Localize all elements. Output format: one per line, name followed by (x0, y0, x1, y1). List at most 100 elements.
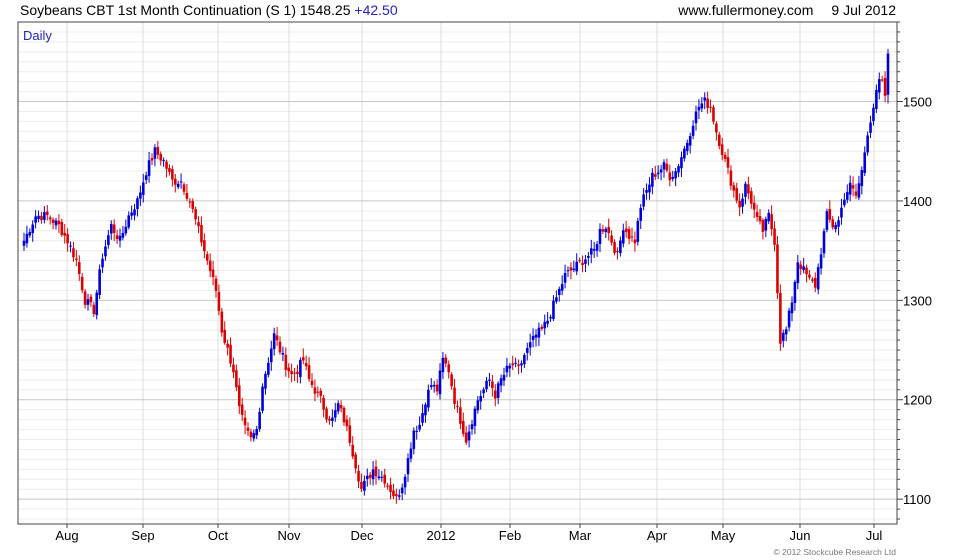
candle (453, 378, 456, 410)
candle (578, 257, 581, 263)
candle (165, 159, 168, 178)
candle (819, 247, 823, 275)
candle (25, 225, 29, 248)
candle (316, 386, 320, 398)
candle (412, 427, 416, 455)
candle (287, 363, 291, 378)
candle (860, 166, 864, 195)
candle (98, 264, 101, 300)
y-tick-label: 1200 (903, 393, 932, 408)
candle (575, 253, 579, 276)
candle (22, 232, 26, 251)
candle (464, 425, 468, 446)
copyright-notice: © 2012 Stockcube Research Ltd (773, 547, 896, 557)
candle (363, 475, 366, 496)
candle (112, 219, 116, 241)
candle (345, 415, 349, 432)
candle (223, 321, 227, 345)
candle (738, 193, 741, 217)
candle (520, 360, 523, 373)
y-tick-label: 1300 (903, 293, 932, 308)
candle (185, 184, 189, 201)
candle (357, 464, 360, 488)
candle (694, 105, 698, 131)
candle (639, 204, 643, 229)
candle (351, 436, 355, 460)
candle (214, 275, 218, 298)
candle (459, 398, 462, 430)
candle (840, 198, 843, 225)
gridlines (18, 21, 897, 524)
candle (674, 168, 677, 187)
candle (237, 378, 241, 414)
candle (109, 220, 113, 240)
candle (397, 489, 401, 501)
candle (700, 96, 704, 112)
candle (258, 407, 261, 432)
candle (834, 221, 837, 233)
candle (118, 228, 122, 248)
candle (95, 289, 99, 320)
price-change: +42.50 (354, 2, 398, 18)
candle (776, 235, 779, 300)
candle (645, 183, 648, 200)
candle (566, 266, 570, 278)
candle (275, 327, 279, 346)
candle (831, 216, 835, 230)
y-tick-label: 1100 (903, 492, 931, 507)
candle (197, 216, 200, 234)
candle (659, 164, 663, 181)
candle (136, 196, 139, 217)
candle (665, 158, 669, 173)
x-tick-label: May (711, 528, 736, 543)
candle (767, 209, 771, 224)
candle (339, 400, 343, 413)
candle (296, 364, 299, 383)
candle (252, 429, 256, 442)
candle (331, 409, 334, 427)
candle (779, 284, 782, 351)
chart-title: Soybeans CBT 1st Month Continuation (S 1… (20, 2, 398, 18)
candle (415, 425, 419, 440)
candle (281, 346, 285, 362)
candle (709, 99, 712, 113)
candle (342, 405, 346, 426)
candle (598, 223, 602, 253)
candle (851, 176, 855, 197)
candle (883, 71, 887, 103)
candle (34, 210, 37, 229)
candle (267, 357, 270, 378)
candle (325, 406, 328, 423)
candle (808, 270, 811, 280)
candle (191, 198, 195, 213)
axes: 1100 1200 1300 1400 1500 Aug Sep Oct Nov Dec 2012 F… (17, 21, 932, 543)
candle (133, 203, 136, 221)
candle (51, 217, 55, 230)
candle (124, 219, 128, 236)
x-tick-label: Oct (208, 528, 229, 543)
candle (563, 264, 567, 289)
candle (301, 348, 305, 365)
candle (255, 425, 259, 440)
candle (773, 221, 776, 252)
candle (837, 216, 840, 236)
candle (272, 327, 276, 356)
candle (278, 336, 282, 355)
candle (540, 324, 544, 331)
candle (732, 181, 736, 198)
candle (83, 288, 87, 309)
candle (712, 104, 715, 125)
candle (299, 357, 302, 384)
candle (528, 333, 532, 356)
candle (447, 360, 451, 379)
candle (488, 373, 491, 387)
candle (802, 257, 805, 274)
candle (825, 208, 829, 233)
candle (232, 357, 235, 379)
candle (386, 482, 389, 490)
candle (706, 91, 709, 114)
candle (421, 404, 424, 427)
candle (479, 390, 483, 410)
candle (139, 185, 142, 206)
